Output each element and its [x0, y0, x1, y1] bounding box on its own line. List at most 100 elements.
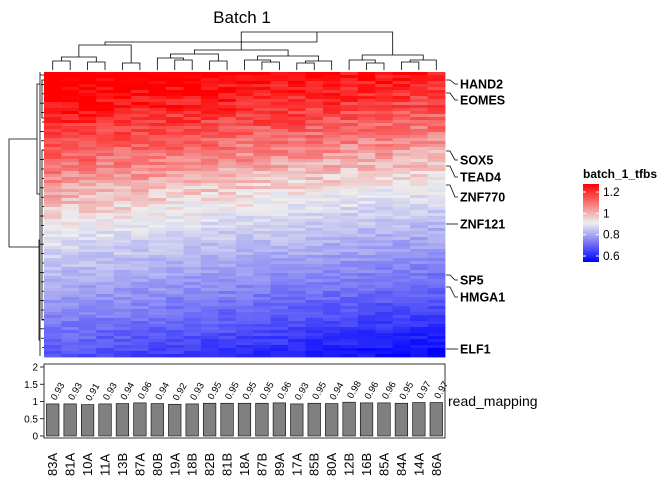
heatmap-cell: [288, 84, 306, 88]
heatmap-cell: [183, 165, 202, 169]
heatmap-cell: [340, 276, 359, 280]
heatmap-cell: [61, 177, 80, 181]
heatmap-cell: [410, 228, 428, 232]
heatmap-cell: [148, 90, 167, 94]
heatmap-cell: [270, 162, 289, 166]
heatmap-cell: [218, 72, 237, 76]
heatmap-cell: [253, 168, 272, 172]
heatmap-cell: [340, 114, 359, 118]
heatmap-cell: [148, 261, 167, 265]
heatmap-cell: [340, 204, 359, 208]
heatmap-cell: [113, 300, 132, 304]
heatmap-cell: [270, 234, 289, 238]
heatmap-cell: [218, 114, 237, 118]
heatmap-cell: [357, 93, 376, 97]
heatmap-cell: [410, 348, 428, 352]
heatmap-cell: [148, 258, 167, 262]
heatmap-cell: [288, 222, 306, 226]
heatmap-cell: [235, 90, 254, 94]
heatmap-cell: [148, 126, 167, 130]
heatmap-cell: [131, 318, 149, 322]
heatmap-cell: [131, 105, 149, 109]
heatmap-cell: [218, 180, 237, 184]
heatmap-cell: [427, 105, 446, 109]
heatmap-cell: [270, 297, 289, 301]
heatmap-cell: [78, 228, 97, 232]
heatmap-cell: [96, 330, 115, 334]
annotation-barplot: 00.511.520.930.930.910.930.940.960.940.9…: [24, 363, 451, 443]
heatmap-cell: [427, 345, 446, 349]
heatmap-cell: [44, 237, 62, 241]
heatmap-cell: [78, 219, 97, 223]
heatmap-cell: [357, 156, 376, 160]
heatmap-cell: [305, 300, 324, 304]
heatmap-cell: [78, 345, 97, 349]
heatmap-cell: [235, 120, 254, 124]
heatmap-cell: [235, 270, 254, 274]
heatmap-cell: [375, 267, 394, 271]
heatmap-cell: [357, 120, 376, 124]
row-label: TEAD4: [460, 171, 501, 185]
heatmap-cell: [322, 282, 341, 286]
heatmap-cell: [392, 147, 411, 151]
heatmap-cell: [200, 297, 219, 301]
heatmap-cell: [392, 288, 411, 292]
heatmap-cell: [96, 93, 115, 97]
heatmap-cell: [357, 135, 376, 139]
heatmap-cell: [427, 153, 446, 157]
heatmap-cell: [166, 306, 184, 310]
heatmap-cell: [218, 213, 237, 217]
heatmap-cell: [200, 222, 219, 226]
heatmap-cell: [78, 153, 97, 157]
heatmap-cell: [78, 117, 97, 121]
heatmap-cell: [322, 225, 341, 229]
heatmap-cell: [375, 165, 394, 169]
heatmap-cell: [270, 351, 289, 355]
heatmap-cell: [183, 93, 202, 97]
heatmap-cell: [166, 342, 184, 346]
heatmap-cell: [218, 150, 237, 154]
heatmap-cell: [218, 177, 237, 181]
heatmap-cell: [113, 207, 132, 211]
heatmap-cell: [183, 225, 202, 229]
heatmap-cell: [131, 114, 149, 118]
heatmap-cell: [148, 129, 167, 133]
heatmap-cell: [183, 282, 202, 286]
heatmap-cell: [96, 231, 115, 235]
heatmap-cell: [61, 129, 80, 133]
heatmap-cell: [410, 108, 428, 112]
heatmap-cell: [200, 162, 219, 166]
heatmap-cell: [288, 213, 306, 217]
heatmap-cell: [410, 120, 428, 124]
heatmap-cell: [253, 285, 272, 289]
heatmap-cell: [113, 309, 132, 313]
heatmap-cell: [288, 147, 306, 151]
heatmap-cell: [322, 297, 341, 301]
heatmap-cell: [44, 249, 62, 253]
heatmap-cell: [44, 132, 62, 136]
annotation-bar: [237, 402, 252, 437]
heatmap-cell: [340, 300, 359, 304]
heatmap-cell: [235, 108, 254, 112]
heatmap-cell: [392, 234, 411, 238]
heatmap-cell: [270, 207, 289, 211]
heatmap-cell: [183, 162, 202, 166]
heatmap-cell: [357, 201, 376, 205]
heatmap-cell: [288, 168, 306, 172]
heatmap-cell: [235, 189, 254, 193]
heatmap-cell: [148, 354, 167, 358]
heatmap-cell: [78, 225, 97, 229]
heatmap-cell: [253, 174, 272, 178]
heatmap-cell: [148, 237, 167, 241]
dendrogram-branch: [8, 138, 39, 248]
heatmap-cell: [305, 351, 324, 355]
heatmap-cell: [183, 327, 202, 331]
heatmap-cell: [218, 201, 237, 205]
heatmap-cell: [392, 231, 411, 235]
heatmap-cell: [427, 330, 446, 334]
heatmap-cell: [96, 270, 115, 274]
annotation-value-label: 0.94: [328, 381, 347, 403]
heatmap-cell: [44, 150, 62, 154]
heatmap-cell: [427, 222, 446, 226]
heatmap-cell: [253, 162, 272, 166]
